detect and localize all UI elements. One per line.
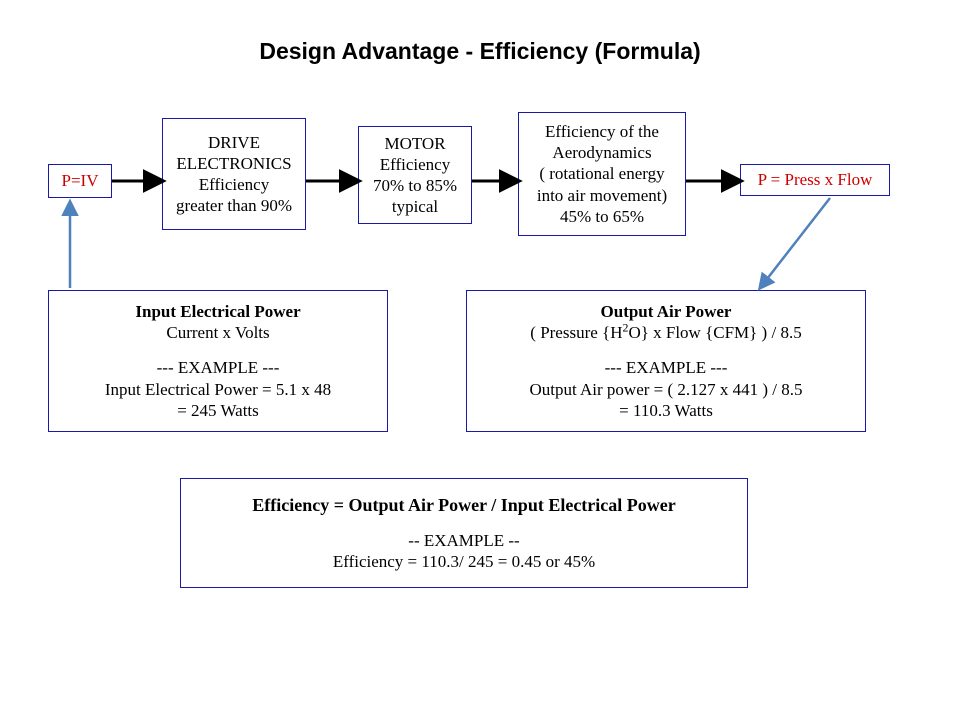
- arrows-layer: [0, 0, 960, 720]
